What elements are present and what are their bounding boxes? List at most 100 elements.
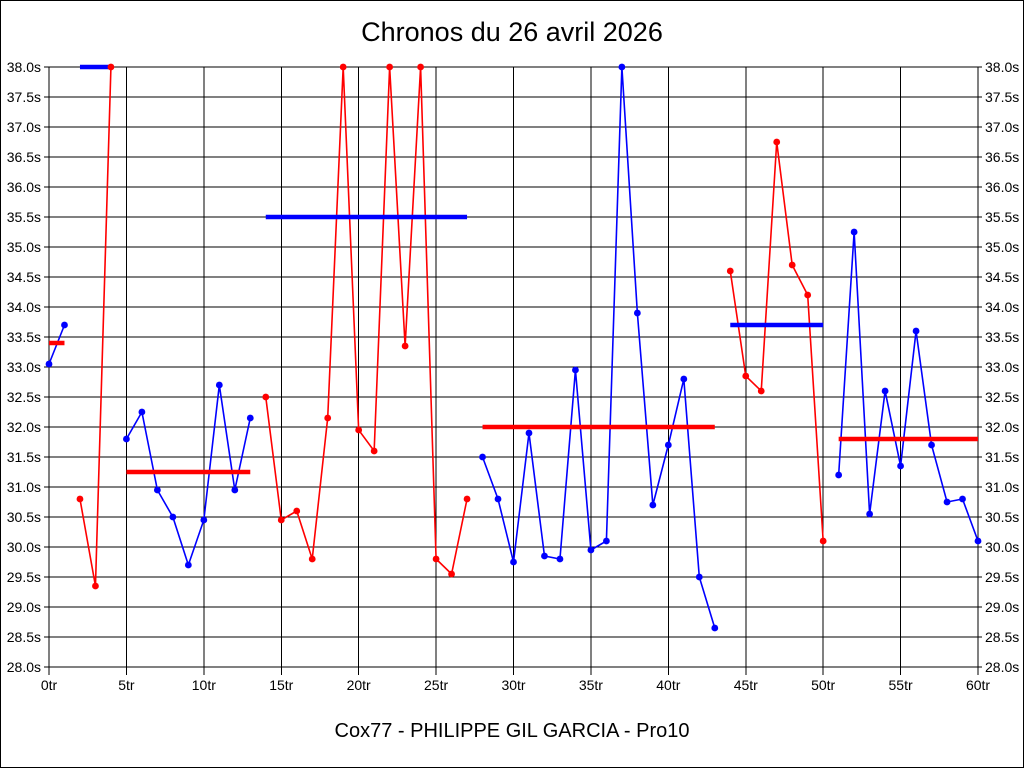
y-tick-label-right: 32.0s [985,419,1019,435]
x-tick-label: 10tr [192,677,216,693]
lap-point [912,327,920,335]
lap-point [231,486,239,494]
y-tick-label-left: 31.0s [7,479,41,495]
x-tick-label: 50tr [811,677,835,693]
lap-point [649,501,657,509]
chart-subtitle: Cox77 - PHILIPPE GIL GARCIA - Pro10 [334,720,690,742]
y-tick-label-right: 31.5s [985,449,1019,465]
lap-point [959,495,966,503]
lap-point [138,408,146,416]
lap-point [711,624,719,632]
y-tick-label-left: 38.0s [7,59,41,75]
lap-point [618,63,626,71]
lap-point [587,546,595,554]
lap-line-stint-6 [729,141,824,542]
lap-point [92,582,99,590]
y-tick-label-right: 30.5s [985,509,1019,525]
y-tick-label-left: 33.5s [7,329,41,345]
y-tick-label-left: 36.0s [7,179,41,195]
y-tick-label-right: 38.0s [985,59,1019,75]
lap-line-stint-7 [837,231,979,542]
y-tick-label-left: 29.0s [7,599,41,615]
lap-point [463,495,471,503]
axis-labels: 28.0s 28.0s 28.5s 28.5s 29.0s 29.0s 29.5s 29.5s… [7,59,1020,693]
lap-point [695,573,703,581]
y-tick-label-left: 30.5s [7,509,41,525]
x-tick-label: 45tr [734,677,758,693]
x-tick-label: 60tr [966,677,990,693]
y-tick-label-left: 31.5s [7,449,41,465]
lap-point [572,366,579,374]
y-tick-label-left: 28.0s [7,659,41,675]
y-tick-label-left: 37.5s [7,89,41,105]
lap-point [262,393,270,401]
x-tick-label: 25tr [424,677,448,693]
lap-point [603,537,610,545]
y-tick-label-right: 34.0s [985,299,1019,315]
lap-point [494,495,502,503]
lap-point [850,228,858,236]
y-tick-label-right: 30.0s [985,539,1019,555]
lap-markers [45,63,982,632]
lap-point [680,375,688,383]
lap-point [401,342,409,350]
lap-point [61,321,68,329]
lap-point [788,261,796,269]
lap-point [556,555,564,563]
y-tick-label-left: 35.5s [7,209,41,225]
lap-point [835,471,843,479]
lap-point [479,453,486,461]
lap-point [76,495,84,503]
lap-point [184,561,192,569]
lap-point [773,138,781,146]
lap-point [293,507,301,515]
y-tick-label-left: 29.5s [7,569,41,585]
y-tick-label-right: 35.0s [985,239,1019,255]
lap-point [355,426,363,434]
y-tick-label-right: 34.5s [985,269,1019,285]
y-tick-label-left: 30.0s [7,539,41,555]
lap-point [928,441,935,449]
average-lines [49,64,978,475]
y-tick-label-right: 37.0s [985,119,1019,135]
x-tick-label: 35tr [579,677,603,693]
lap-point [541,552,548,560]
y-tick-label-right: 36.0s [985,179,1019,195]
x-tick-label: 55tr [889,677,913,693]
x-tick-label: 40tr [656,677,680,693]
lap-point [215,381,223,389]
x-tick-label: 0tr [41,677,58,693]
lap-line-stint-5 [481,66,716,629]
y-tick-label-left: 33.0s [7,359,41,375]
y-tick-label-right: 29.0s [985,599,1019,615]
lap-point [742,372,750,380]
lap-point [339,63,347,71]
lap-point [881,387,889,395]
y-tick-label-left: 36.5s [7,149,41,165]
lap-point [107,63,115,71]
y-tick-label-left: 34.0s [7,299,41,315]
lap-point [308,555,316,563]
lap-point [664,441,672,449]
x-tick-label: 15tr [269,677,293,693]
lap-point [324,414,332,422]
y-tick-label-right: 28.0s [985,659,1019,675]
lap-point [819,537,827,545]
lap-point [525,429,533,437]
y-tick-label-right: 33.5s [985,329,1019,345]
y-tick-label-left: 35.0s [7,239,41,255]
lap-point [123,435,130,443]
lap-point [45,360,53,368]
lap-point [943,498,951,506]
y-tick-label-right: 32.5s [985,389,1019,405]
y-tick-label-left: 32.0s [7,419,41,435]
lap-point [510,558,517,566]
lap-point [804,291,812,299]
lap-point [386,63,394,71]
lap-line-stint-4 [264,66,468,576]
x-tick-label: 30tr [501,677,525,693]
y-tick-label-right: 37.5s [985,89,1019,105]
lap-point [370,447,378,455]
